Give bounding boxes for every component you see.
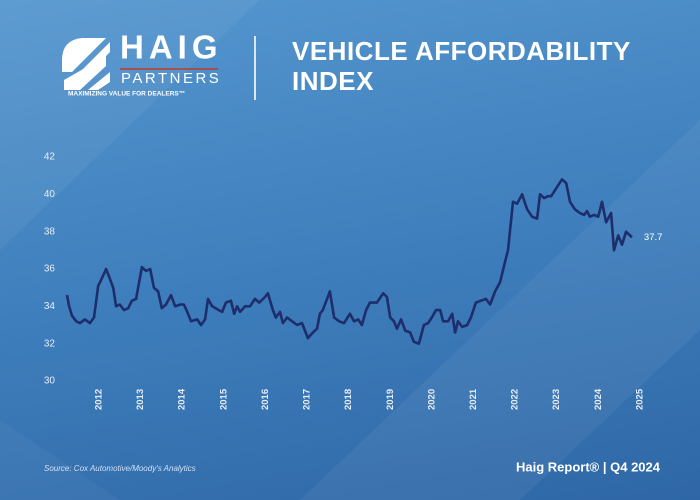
x-tick-label: 2018 xyxy=(343,389,354,410)
x-tick-label: 2021 xyxy=(468,388,479,410)
source: Source: Cox Automotive/Moody's Analytics xyxy=(44,464,196,473)
x-tick-label: 2022 xyxy=(510,389,521,410)
chart-title: VEHICLE AFFORDABILITY INDEX xyxy=(292,36,631,96)
x-tick-label: 2019 xyxy=(385,389,396,410)
x-tick-label: 2023 xyxy=(551,389,562,410)
x-tick-label: 2017 xyxy=(302,389,313,410)
x-tick-label: 2015 xyxy=(218,388,229,410)
y-tick-label: 42 xyxy=(44,152,56,163)
x-tick-label: 2014 xyxy=(177,388,188,410)
logo-icon xyxy=(62,38,110,90)
x-tick-label: 2024 xyxy=(593,388,604,410)
y-tick-label: 30 xyxy=(44,376,56,387)
logo-sub: PARTNERS xyxy=(121,70,221,87)
y-tick-label: 40 xyxy=(44,189,56,200)
y-tick-label: 34 xyxy=(44,301,56,312)
logo-name: HAIG xyxy=(120,29,223,66)
end-label: 37.7 xyxy=(644,232,663,243)
x-tick-label: 2025 xyxy=(634,388,645,410)
x-tick-label: 2016 xyxy=(260,389,271,410)
tagline: MAXIMIZING VALUE FOR DEALERS™ xyxy=(68,91,185,98)
y-tick-label: 32 xyxy=(44,338,56,349)
y-tick-label: 38 xyxy=(44,226,56,237)
line xyxy=(65,178,633,345)
x-tick-label: 2020 xyxy=(426,389,437,410)
footer: Haig Report® | Q4 2024 xyxy=(516,459,661,474)
x-tick-label: 2012 xyxy=(94,389,105,410)
x-tick-label: 2013 xyxy=(135,389,146,410)
y-tick-label: 36 xyxy=(44,264,56,275)
